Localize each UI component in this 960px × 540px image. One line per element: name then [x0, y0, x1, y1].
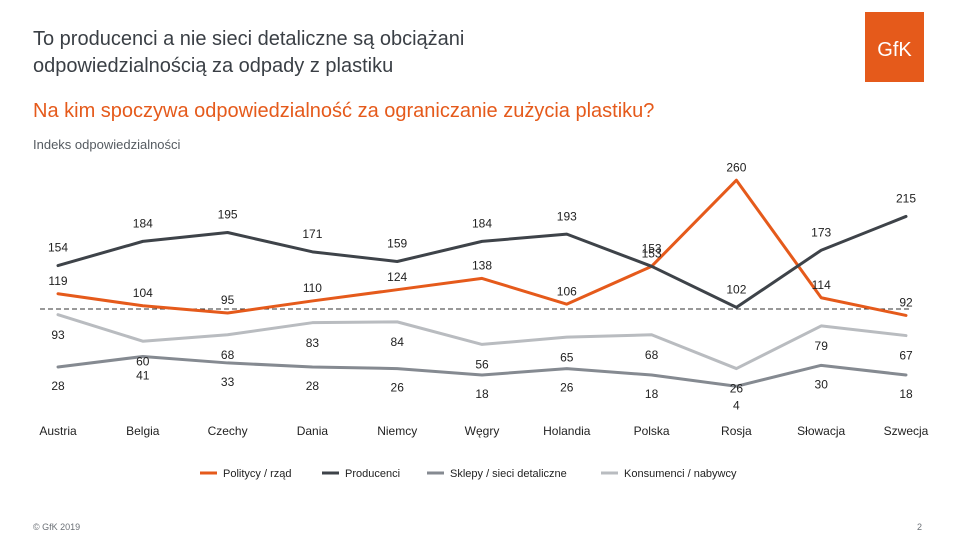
page-number: 2 — [917, 522, 923, 532]
chart-subtitle: Na kim spoczywa odpowiedzialność za ogra… — [33, 100, 655, 122]
data-label-sklepy: 18 — [899, 387, 913, 401]
data-label-politycy: 114 — [812, 278, 831, 292]
legend-label: Politycy / rząd — [223, 468, 291, 480]
gfk-logo: GfK — [865, 12, 924, 82]
data-label-politycy: 119 — [48, 274, 67, 288]
data-label-producenci: 102 — [726, 283, 746, 297]
data-label-konsumenci: 60 — [136, 354, 150, 368]
data-label-politycy: 92 — [899, 296, 913, 310]
legend-item-politycy: Politycy / rząd — [200, 468, 291, 480]
data-label-konsumenci: 68 — [645, 348, 659, 362]
data-label-producenci: 159 — [387, 237, 407, 251]
logo-text: GfK — [877, 39, 912, 61]
category-label: Rosja — [721, 424, 752, 438]
series-line-producenci — [56, 214, 908, 309]
data-label-sklepy: 26 — [391, 381, 405, 395]
series-line-politycy — [56, 178, 908, 317]
data-label-konsumenci: 68 — [221, 348, 235, 362]
data-label-sklepy: 4 — [733, 398, 740, 412]
data-label-sklepy: 28 — [306, 379, 320, 393]
category-label: Holandia — [543, 424, 591, 438]
data-label-politycy: 138 — [472, 259, 492, 273]
legend-label: Sklepy / sieci detaliczne — [450, 468, 567, 480]
chart-caption: Indeks odpowiedzialności — [33, 137, 181, 152]
data-label-sklepy: 41 — [136, 369, 150, 383]
logo-background — [865, 12, 924, 82]
data-label-sklepy: 33 — [221, 375, 235, 389]
copyright: © GfK 2019 — [33, 522, 81, 532]
data-label-producenci: 171 — [302, 227, 322, 241]
data-label-producenci: 215 — [896, 192, 916, 206]
data-label-konsumenci: 83 — [306, 336, 320, 350]
series-line-konsumenci — [56, 313, 908, 371]
category-label: Słowacja — [797, 424, 845, 438]
title-line-1: To producenci a nie sieci detaliczne są … — [33, 28, 465, 50]
legend-label: Producenci — [345, 468, 400, 480]
series-line-sklepy — [56, 354, 908, 388]
category-label: Austria — [39, 424, 77, 438]
data-label-producenci: 153 — [642, 242, 662, 256]
data-label-konsumenci: 65 — [560, 350, 574, 364]
data-label-konsumenci: 26 — [730, 382, 744, 396]
data-label-producenci: 184 — [472, 217, 492, 231]
category-label: Polska — [634, 424, 670, 438]
data-label-sklepy: 18 — [475, 387, 489, 401]
data-label-politycy: 95 — [221, 293, 235, 307]
data-label-sklepy: 28 — [51, 379, 65, 393]
legend-item-konsumenci: Konsumenci / nabywcy — [601, 468, 737, 480]
data-label-producenci: 154 — [48, 241, 68, 255]
data-label-konsumenci: 56 — [475, 358, 489, 372]
data-label-politycy: 260 — [726, 160, 746, 174]
data-label-sklepy: 30 — [815, 378, 829, 392]
category-label: Dania — [297, 424, 329, 438]
legend-label: Konsumenci / nabywcy — [624, 468, 737, 480]
data-label-konsumenci: 93 — [51, 328, 65, 342]
legend-item-producenci: Producenci — [322, 468, 400, 480]
data-label-konsumenci: 67 — [899, 349, 913, 363]
data-label-politycy: 124 — [387, 270, 407, 284]
data-label-producenci: 193 — [557, 209, 577, 223]
category-label: Czechy — [208, 424, 248, 438]
data-label-producenci: 184 — [133, 217, 153, 231]
category-label: Szwecja — [884, 424, 929, 438]
data-label-konsumenci: 84 — [391, 335, 405, 349]
data-label-producenci: 173 — [811, 225, 831, 239]
data-label-konsumenci: 79 — [815, 339, 829, 353]
data-label-politycy: 110 — [303, 281, 322, 295]
data-label-politycy: 104 — [133, 286, 153, 300]
data-label-politycy: 106 — [557, 284, 577, 298]
title-line-2: odpowiedzialnością za odpady z plastiku — [33, 55, 394, 77]
legend-item-sklepy: Sklepy / sieci detaliczne — [427, 468, 567, 480]
page-title: To producenci a nie sieci detaliczne są … — [33, 26, 733, 80]
data-label-sklepy: 18 — [645, 387, 659, 401]
category-label: Belgia — [126, 424, 160, 438]
data-label-producenci: 195 — [218, 208, 238, 222]
data-label-sklepy: 26 — [560, 381, 574, 395]
category-label: Niemcy — [377, 424, 417, 438]
data-label-politycy: 153 — [642, 247, 662, 261]
category-label: Węgry — [465, 424, 500, 438]
